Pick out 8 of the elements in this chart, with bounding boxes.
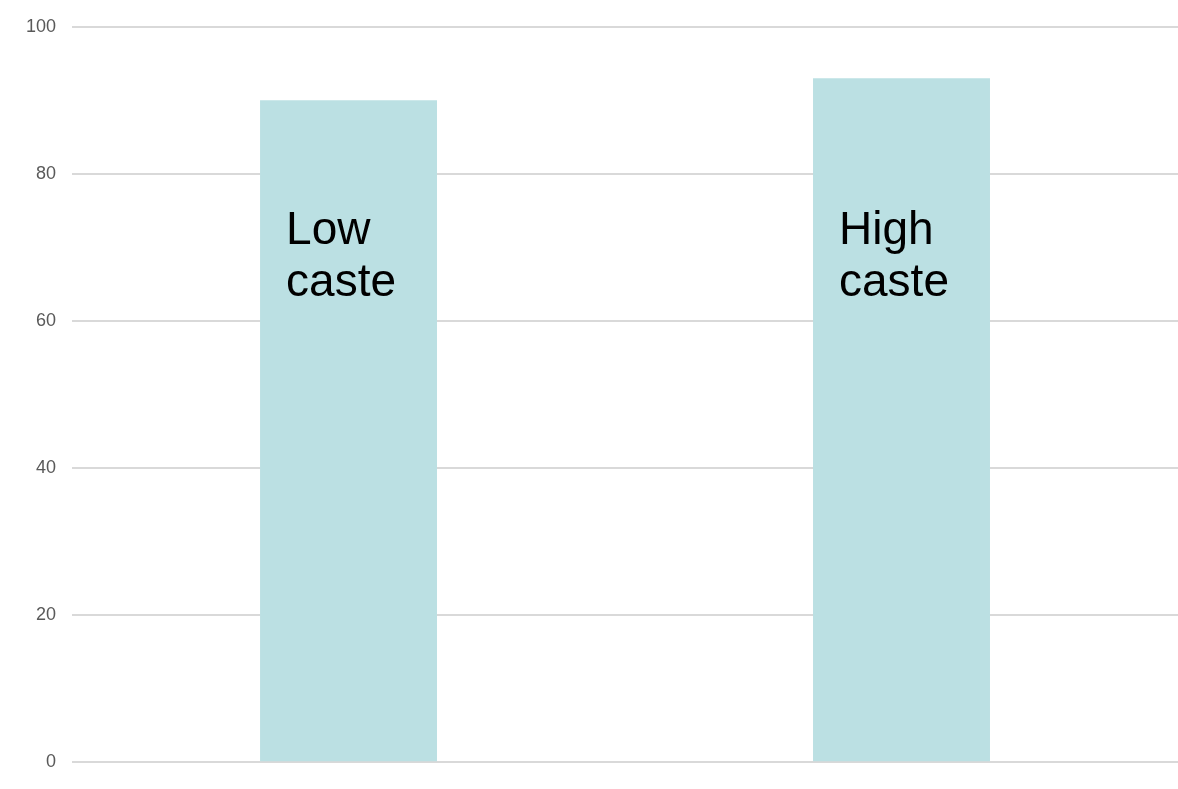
y-tick-label: 20 <box>36 604 57 625</box>
x-tick-label: Low caste <box>286 201 396 306</box>
y-tick-label: 100 <box>25 15 57 36</box>
y-tick-label: 80 <box>36 162 57 183</box>
y-tick-label: 60 <box>36 309 57 330</box>
x-tick-label: High caste <box>839 201 949 306</box>
y-tick-label: 40 <box>36 457 57 478</box>
y-tick-label: 0 <box>46 751 57 772</box>
